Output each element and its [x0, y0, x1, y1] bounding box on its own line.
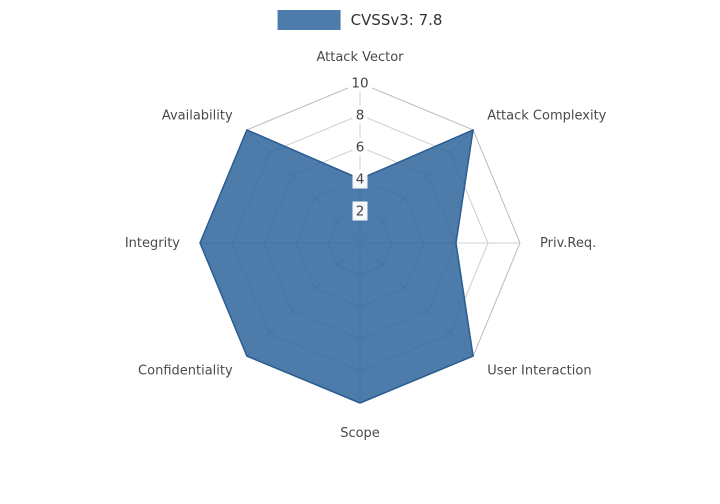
radial-tick-box	[352, 105, 368, 125]
radar-series-polygon	[199, 129, 474, 404]
radial-tick-box	[352, 169, 368, 189]
radial-tick-box	[352, 137, 368, 157]
axis-label: Confidentiality	[138, 363, 233, 378]
legend-label: CVSSv3: 7.8	[350, 11, 443, 29]
legend: CVSSv3: 7.8	[277, 9, 443, 31]
axis-label: Attack Complexity	[487, 109, 606, 124]
radial-tick-box	[348, 73, 372, 93]
radial-tick-box	[352, 201, 368, 221]
axis-label: Availability	[162, 109, 233, 124]
radial-tick-label: 2	[356, 204, 365, 220]
axis-label: Attack Vector	[316, 50, 404, 65]
axis-label: Integrity	[125, 236, 180, 251]
radial-tick-label: 8	[356, 108, 365, 124]
legend-swatch	[277, 10, 341, 30]
axis-label: Priv.Req.	[540, 236, 596, 251]
radial-tick-label: 6	[356, 140, 365, 156]
axis-label: Scope	[340, 426, 380, 441]
axis-label: User Interaction	[487, 363, 591, 378]
radial-tick-label: 4	[356, 172, 365, 188]
radial-tick-label: 10	[351, 76, 368, 92]
